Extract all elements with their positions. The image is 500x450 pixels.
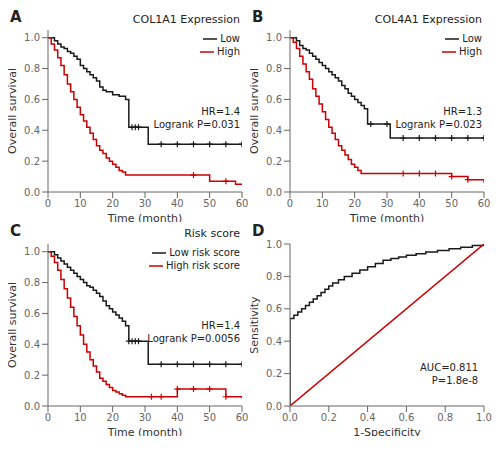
svg-text:30: 30 xyxy=(139,198,152,209)
svg-text:0.6: 0.6 xyxy=(24,94,40,105)
svg-text:0.4: 0.4 xyxy=(24,125,40,136)
html-text:Risk score: Risk score xyxy=(184,227,240,240)
svg-text:30: 30 xyxy=(381,198,394,209)
svg-text:0.2: 0.2 xyxy=(24,370,40,381)
html-text:Low: Low xyxy=(220,33,240,44)
html-text:A: A xyxy=(10,8,22,26)
svg-text:20: 20 xyxy=(106,198,119,209)
html-text:AUC=0.811: AUC=0.811 xyxy=(420,361,479,373)
svg-text:0.6: 0.6 xyxy=(398,412,414,423)
html-text:HR=1.3: HR=1.3 xyxy=(443,105,483,117)
svg-text:0.2: 0.2 xyxy=(266,368,282,379)
svg-text:40: 40 xyxy=(171,412,184,423)
html-text:High: High xyxy=(459,46,482,57)
svg-text:0: 0 xyxy=(45,412,51,423)
svg-text:10: 10 xyxy=(74,198,87,209)
html-text:B: B xyxy=(252,8,264,26)
svg-text:50: 50 xyxy=(445,198,458,209)
html-text:C: C xyxy=(10,222,21,240)
svg-text:1.0: 1.0 xyxy=(266,32,282,43)
svg-text:50: 50 xyxy=(203,198,216,209)
svg-text:1.0: 1.0 xyxy=(24,246,40,257)
svg-text:0.8: 0.8 xyxy=(24,63,40,74)
svg-text:0.0: 0.0 xyxy=(266,187,282,198)
html-text:High: High xyxy=(217,46,240,57)
svg-text:Overall survival: Overall survival xyxy=(8,68,19,154)
svg-text:0.6: 0.6 xyxy=(266,94,282,105)
svg-text:0.2: 0.2 xyxy=(266,156,282,167)
svg-text:20: 20 xyxy=(348,198,361,209)
html-text:Low risk score: Low risk score xyxy=(169,247,240,258)
svg-text:1.0: 1.0 xyxy=(266,239,282,250)
svg-text:60: 60 xyxy=(478,198,491,209)
svg-text:0.8: 0.8 xyxy=(266,271,282,282)
svg-text:0.0: 0.0 xyxy=(266,401,282,412)
html-text:Logrank P=0.0056: Logrank P=0.0056 xyxy=(147,332,241,344)
svg-text:Time (month): Time (month) xyxy=(107,426,183,436)
svg-text:0.4: 0.4 xyxy=(360,412,376,423)
svg-text:0.0: 0.0 xyxy=(24,187,40,198)
svg-text:30: 30 xyxy=(139,412,152,423)
svg-text:0.6: 0.6 xyxy=(266,303,282,314)
svg-text:Time (month): Time (month) xyxy=(349,212,425,222)
svg-text:50: 50 xyxy=(203,412,216,423)
html-text:Low: Low xyxy=(462,33,482,44)
svg-text:0.0: 0.0 xyxy=(24,401,40,412)
html-text:Logrank P=0.023: Logrank P=0.023 xyxy=(395,118,483,130)
svg-text:0.2: 0.2 xyxy=(24,156,40,167)
svg-text:0: 0 xyxy=(45,198,51,209)
svg-text:10: 10 xyxy=(316,198,329,209)
svg-text:Overall survival: Overall survival xyxy=(250,68,261,154)
html-text:HR=1.4: HR=1.4 xyxy=(201,105,241,117)
svg-text:10: 10 xyxy=(74,412,87,423)
svg-text:1.0: 1.0 xyxy=(24,32,40,43)
svg-text:Overall survival: Overall survival xyxy=(8,282,19,368)
svg-text:0.2: 0.2 xyxy=(321,412,337,423)
html-text:High risk score: High risk score xyxy=(165,260,240,271)
svg-text:1.0: 1.0 xyxy=(476,412,492,423)
svg-text:20: 20 xyxy=(106,412,119,423)
svg-text:40: 40 xyxy=(171,198,184,209)
svg-text:60: 60 xyxy=(236,412,249,423)
svg-text:0.0: 0.0 xyxy=(282,412,298,423)
html-text:P=1.8e-8: P=1.8e-8 xyxy=(431,374,479,386)
svg-text:0.8: 0.8 xyxy=(266,63,282,74)
html-text:D: D xyxy=(252,222,265,240)
html-text:COL4A1 Expression: COL4A1 Expression xyxy=(374,13,482,26)
html-text:COL1A1 Expression: COL1A1 Expression xyxy=(132,13,240,26)
html-text:HR=1.4: HR=1.4 xyxy=(201,319,241,331)
svg-text:0.6: 0.6 xyxy=(24,308,40,319)
svg-text:0.8: 0.8 xyxy=(24,277,40,288)
html-text:Logrank P=0.031: Logrank P=0.031 xyxy=(153,118,241,130)
svg-text:60: 60 xyxy=(236,198,249,209)
svg-text:0: 0 xyxy=(287,198,293,209)
svg-text:1-Specificity: 1-Specificity xyxy=(353,426,421,436)
svg-text:Sensitivity: Sensitivity xyxy=(250,296,261,354)
svg-text:0.4: 0.4 xyxy=(266,125,282,136)
svg-text:Time (month): Time (month) xyxy=(107,212,183,222)
svg-text:0.4: 0.4 xyxy=(266,336,282,347)
svg-text:0.8: 0.8 xyxy=(437,412,453,423)
svg-text:40: 40 xyxy=(413,198,426,209)
svg-text:0.4: 0.4 xyxy=(24,339,40,350)
